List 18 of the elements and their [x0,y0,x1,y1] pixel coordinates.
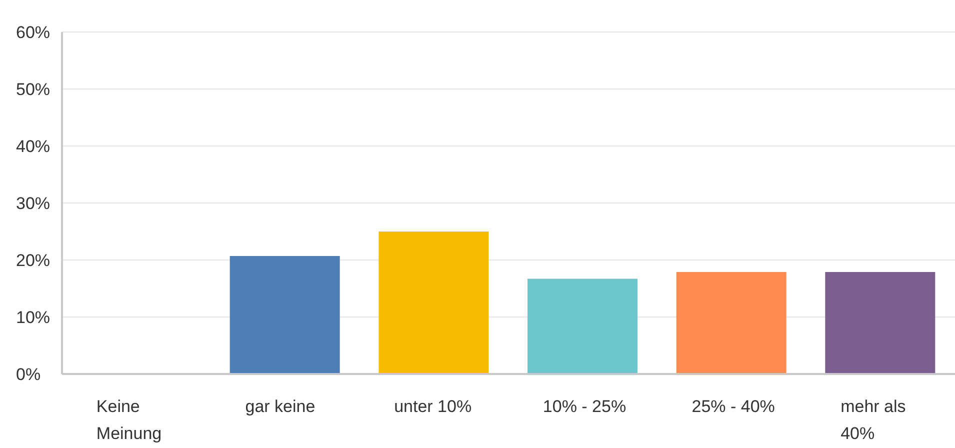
bar [378,232,489,374]
x-tick-label: mehr als 40% [840,397,906,443]
y-tick-label: 30% [16,194,50,214]
x-tick-label: Keine Meinung [96,397,162,443]
bar [230,256,340,374]
y-tick-label: 50% [16,80,50,100]
bar [528,278,638,374]
y-tick-label: 10% [16,308,50,328]
x-tick-label: unter 10% [394,397,472,416]
bar [825,272,936,374]
bar [676,272,786,374]
y-tick-label: 0% [16,365,41,384]
x-tick-label: 25% - 40% [692,397,775,416]
x-tick-label: 10% - 25% [542,397,626,416]
y-tick-label: 40% [16,137,50,156]
y-tick-label: 60% [16,23,50,42]
y-tick-label: 20% [16,251,50,270]
x-tick-label: gar keine [245,397,316,416]
